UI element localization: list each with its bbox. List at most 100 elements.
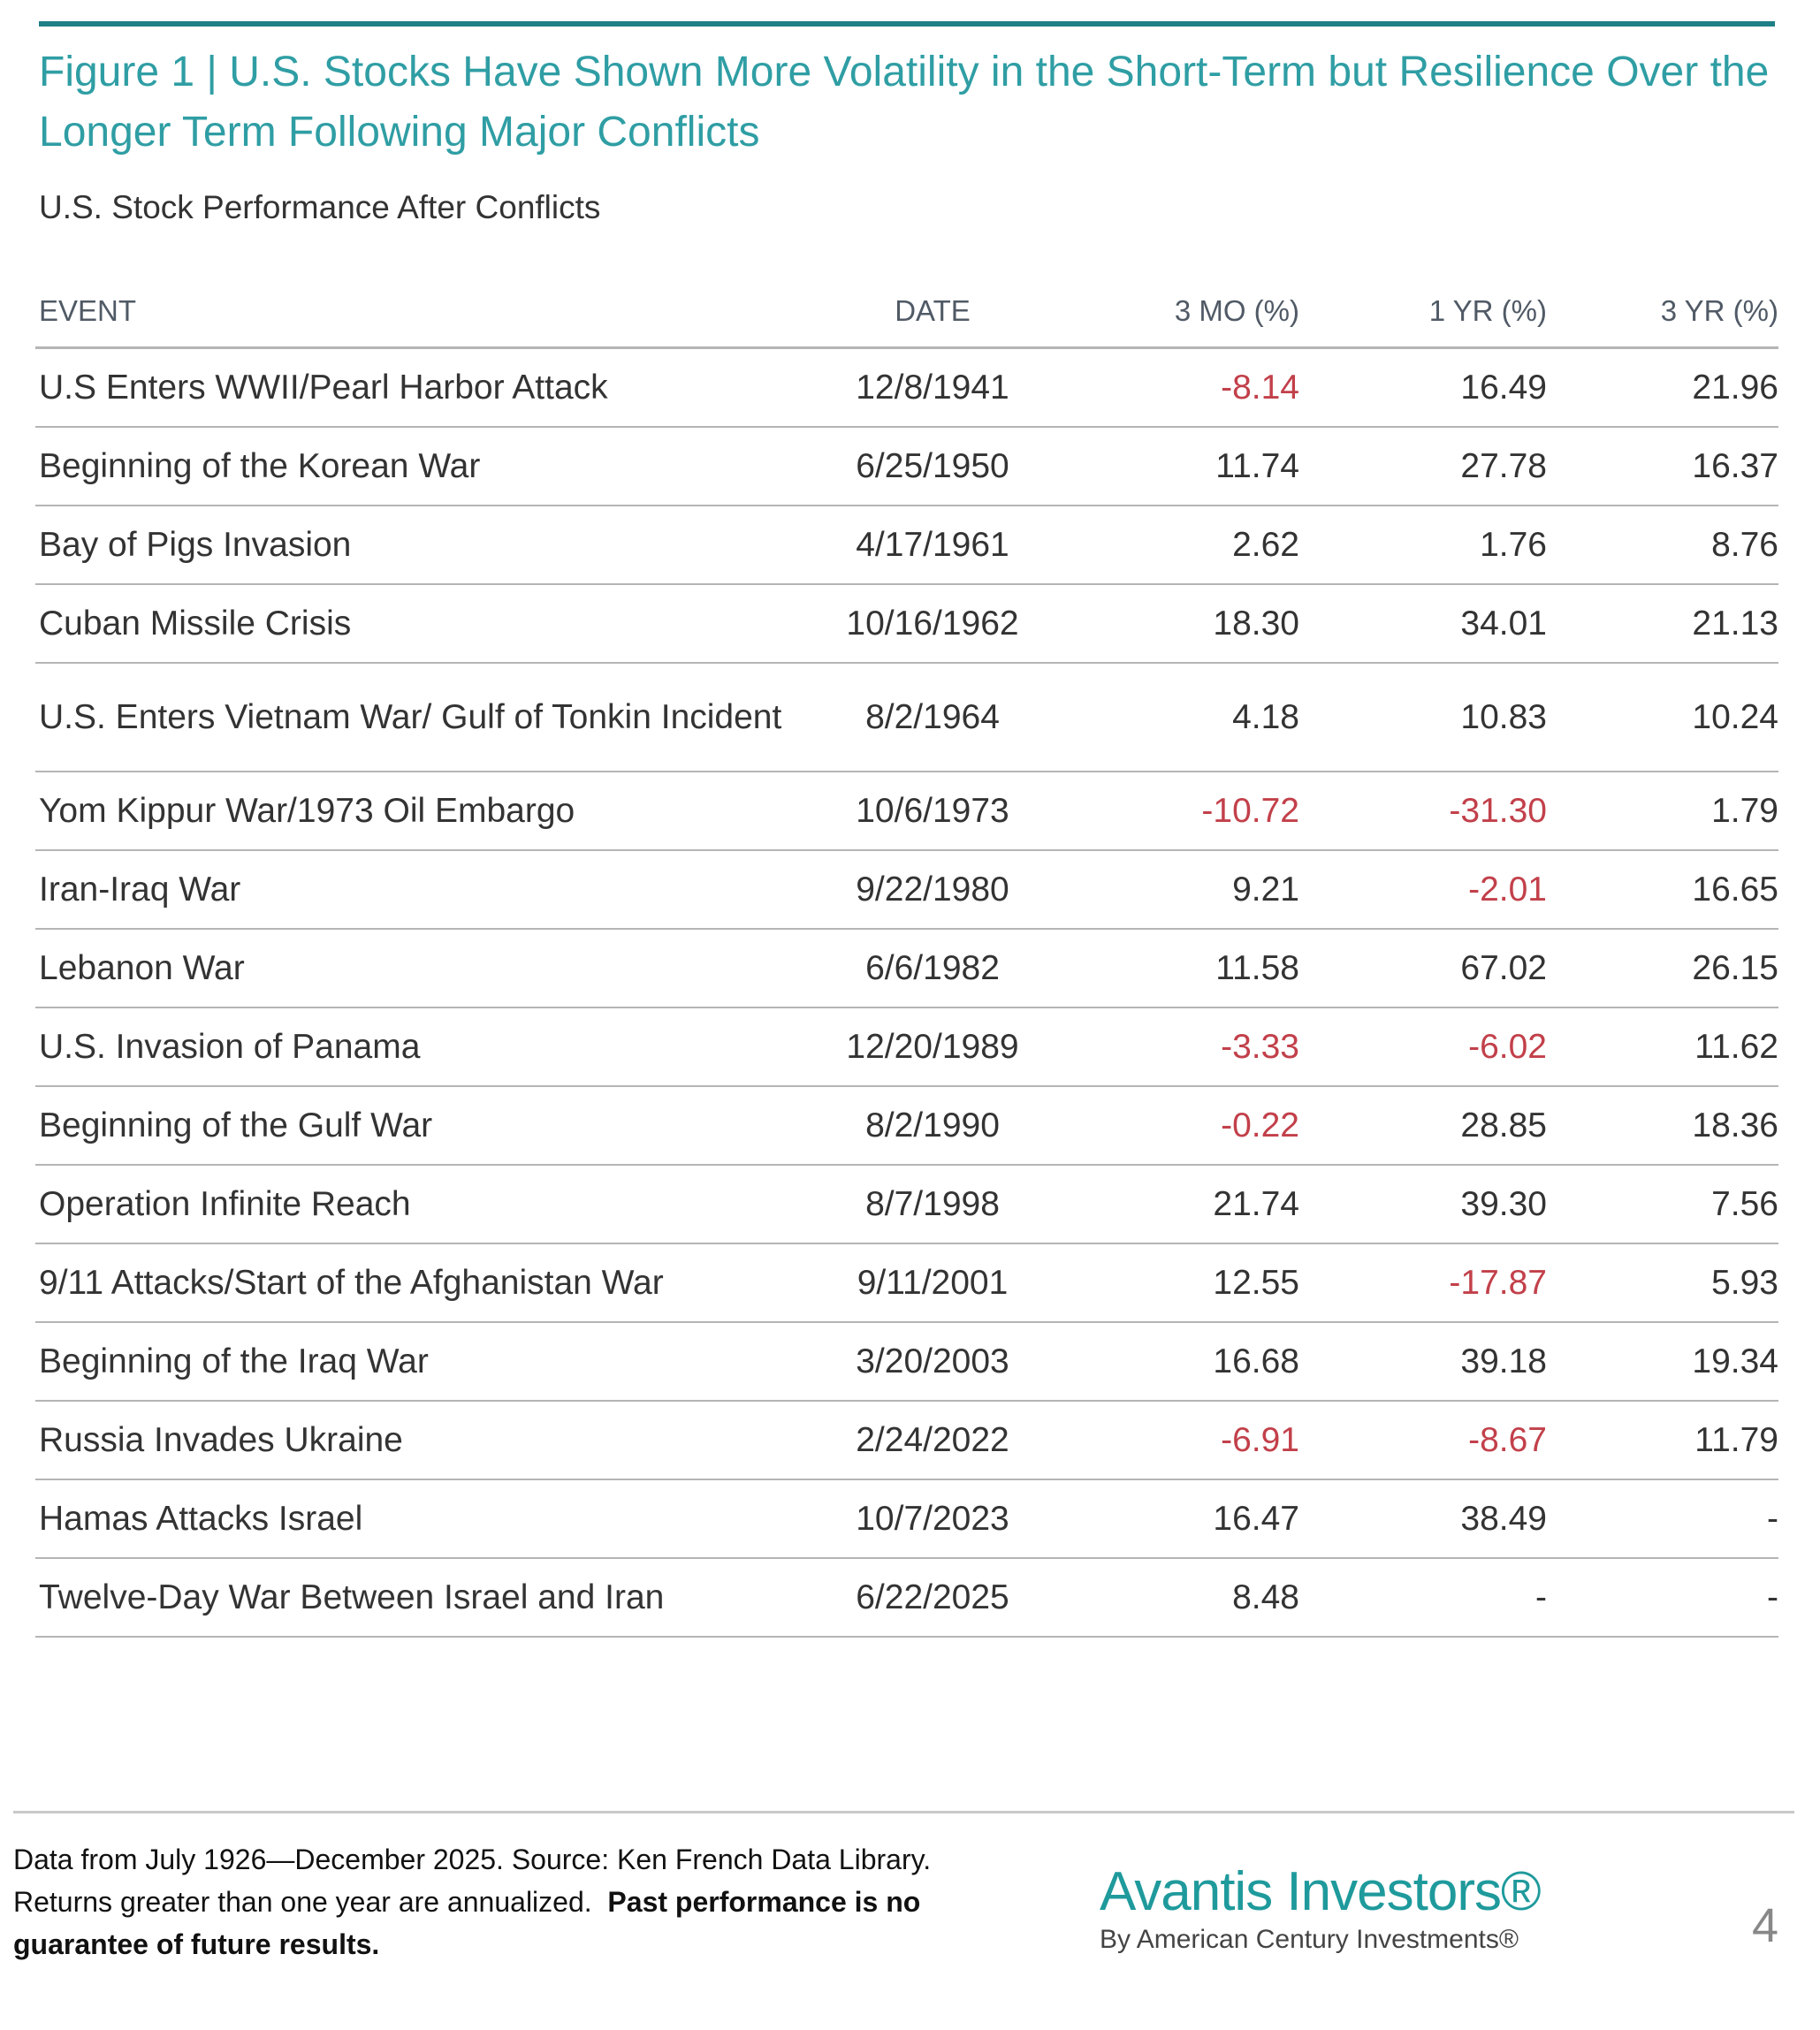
cell-3yr: 16.65 [1547, 850, 1778, 930]
table-row: Iran-Iraq War 9/22/1980 9.21 -2.01 16.65 [35, 850, 1778, 930]
cell-3mo: 16.68 [1070, 1322, 1299, 1402]
cell-3mo: 2.62 [1070, 506, 1299, 585]
cell-3yr: 19.34 [1547, 1322, 1778, 1402]
footnote-text: Data from July 1926—December 2025. Sourc… [13, 1844, 932, 1918]
footnote-disclaimer: Past performance is no guarantee of futu… [13, 1886, 921, 1960]
cell-3yr: 8.76 [1547, 506, 1778, 585]
cell-3mo: 11.74 [1070, 427, 1299, 506]
cell-date: 4/17/1961 [796, 506, 1070, 585]
top-rule [39, 21, 1775, 27]
cell-3yr: 21.96 [1547, 347, 1778, 428]
table-row: Lebanon War 6/6/1982 11.58 67.02 26.15 [35, 929, 1778, 1008]
cell-1yr: 39.30 [1299, 1165, 1547, 1244]
cell-1yr: -31.30 [1299, 772, 1547, 851]
table-row: Russia Invades Ukraine 2/24/2022 -6.91 -8.6… [35, 1401, 1778, 1480]
cell-3yr: 18.36 [1547, 1086, 1778, 1166]
table-row: Bay of Pigs Invasion 4/17/1961 2.62 1.76 8.7… [35, 506, 1778, 585]
cell-date: 12/20/1989 [796, 1007, 1070, 1087]
cell-event: U.S Enters WWII/Pearl Harbor Attack [35, 347, 796, 428]
cell-3yr: 1.79 [1547, 772, 1778, 851]
cell-event: Twelve-Day War Between Israel and Iran [35, 1558, 796, 1638]
cell-3mo: -10.72 [1070, 772, 1299, 851]
cell-date: 2/24/2022 [796, 1401, 1070, 1480]
cell-3mo: 4.18 [1070, 663, 1299, 772]
cell-date: 8/7/1998 [796, 1165, 1070, 1244]
cell-date: 10/6/1973 [796, 772, 1070, 851]
cell-1yr: -17.87 [1299, 1243, 1547, 1323]
cell-date: 6/25/1950 [796, 427, 1070, 506]
avantis-logo: Avantis Investors® By American Century I… [1100, 1860, 1542, 1955]
cell-3yr: 21.13 [1547, 584, 1778, 664]
cell-3yr: 26.15 [1547, 929, 1778, 1008]
cell-1yr: - [1299, 1558, 1547, 1638]
cell-1yr: 1.76 [1299, 506, 1547, 585]
table-row: Cuban Missile Crisis 10/16/1962 18.30 34.01… [35, 584, 1778, 664]
footnote: Data from July 1926—December 2025. Sourc… [13, 1838, 1030, 1965]
cell-3mo: 12.55 [1070, 1243, 1299, 1323]
table-row: Beginning of the Gulf War 8/2/1990 -0.22 28… [35, 1086, 1778, 1166]
cell-3yr: 7.56 [1547, 1165, 1778, 1244]
cell-event: U.S. Enters Vietnam War/ Gulf of Tonkin … [35, 663, 796, 772]
cell-date: 9/11/2001 [796, 1243, 1070, 1323]
cell-date: 12/8/1941 [796, 347, 1070, 428]
logo-tagline: By American Century Investments® [1100, 1925, 1519, 1954]
table-row: Yom Kippur War/1973 Oil Embargo 10/6/1973… [35, 772, 1778, 851]
cell-3mo: -8.14 [1070, 347, 1299, 428]
cell-3yr: - [1547, 1558, 1778, 1638]
cell-1yr: 67.02 [1299, 929, 1547, 1008]
cell-date: 10/7/2023 [796, 1479, 1070, 1559]
cell-event: Operation Infinite Reach [35, 1165, 796, 1244]
cell-3mo: 9.21 [1070, 850, 1299, 930]
table-row: Beginning of the Iraq War 3/20/2003 16.68 3… [35, 1322, 1778, 1402]
cell-1yr: 27.78 [1299, 427, 1547, 506]
cell-1yr: 34.01 [1299, 584, 1547, 664]
header-3yr: 3 YR (%) [1547, 276, 1778, 349]
cell-3mo: 16.47 [1070, 1479, 1299, 1559]
cell-event: Iran-Iraq War [35, 850, 796, 930]
table-row: U.S Enters WWII/Pearl Harbor Attack 12/8/… [35, 347, 1778, 428]
cell-3yr: 11.79 [1547, 1401, 1778, 1480]
cell-1yr: 16.49 [1299, 347, 1547, 428]
cell-event: Bay of Pigs Invasion [35, 506, 796, 585]
cell-date: 9/22/1980 [796, 850, 1070, 930]
logo-wordmark: Avantis Investors® [1100, 1861, 1542, 1922]
cell-3mo: 21.74 [1070, 1165, 1299, 1244]
cell-3mo: -3.33 [1070, 1007, 1299, 1087]
table-row: Hamas Attacks Israel 10/7/2023 16.47 38.49- [35, 1479, 1778, 1559]
cell-3mo: -6.91 [1070, 1401, 1299, 1480]
cell-3yr: 10.24 [1547, 663, 1778, 772]
cell-1yr: -6.02 [1299, 1007, 1547, 1087]
cell-3yr: 5.93 [1547, 1243, 1778, 1323]
cell-3yr: - [1547, 1479, 1778, 1559]
cell-event: Lebanon War [35, 929, 796, 1008]
cell-3mo: 8.48 [1070, 1558, 1299, 1638]
cell-date: 6/22/2025 [796, 1558, 1070, 1638]
cell-3mo: 18.30 [1070, 584, 1299, 664]
cell-event: Cuban Missile Crisis [35, 584, 796, 664]
conflict-performance-table: EVENT DATE 3 MO (%) 1 YR (%) 3 YR (%) U.… [35, 276, 1778, 1638]
table-row: Operation Infinite Reach 8/7/1998 21.74 39.… [35, 1165, 1778, 1244]
cell-1yr: 38.49 [1299, 1479, 1547, 1559]
table-header-row: EVENT DATE 3 MO (%) 1 YR (%) 3 YR (%) [35, 276, 1778, 349]
cell-event: 9/11 Attacks/Start of the Afghanistan Wa… [35, 1243, 796, 1323]
cell-3yr: 11.62 [1547, 1007, 1778, 1087]
cell-event: Hamas Attacks Israel [35, 1479, 796, 1559]
cell-3yr: 16.37 [1547, 427, 1778, 506]
cell-event: Russia Invades Ukraine [35, 1401, 796, 1480]
cell-event: Yom Kippur War/1973 Oil Embargo [35, 772, 796, 851]
table-row: 9/11 Attacks/Start of the Afghanistan Wa… [35, 1243, 1778, 1323]
footer-divider [13, 1811, 1794, 1813]
table-row: U.S. Invasion of Panama 12/20/1989 -3.33 -6… [35, 1007, 1778, 1087]
cell-date: 3/20/2003 [796, 1322, 1070, 1402]
cell-1yr: 28.85 [1299, 1086, 1547, 1166]
cell-date: 8/2/1990 [796, 1086, 1070, 1166]
header-1yr: 1 YR (%) [1299, 276, 1547, 349]
table-subtitle: U.S. Stock Performance After Conflicts [39, 189, 601, 225]
cell-date: 8/2/1964 [796, 663, 1070, 772]
cell-event: Beginning of the Korean War [35, 427, 796, 506]
cell-event: U.S. Invasion of Panama [35, 1007, 796, 1087]
header-event: EVENT [35, 276, 796, 349]
cell-1yr: 39.18 [1299, 1322, 1547, 1402]
cell-event: Beginning of the Iraq War [35, 1322, 796, 1402]
table-row: U.S. Enters Vietnam War/ Gulf of Tonkin … [35, 663, 1778, 772]
